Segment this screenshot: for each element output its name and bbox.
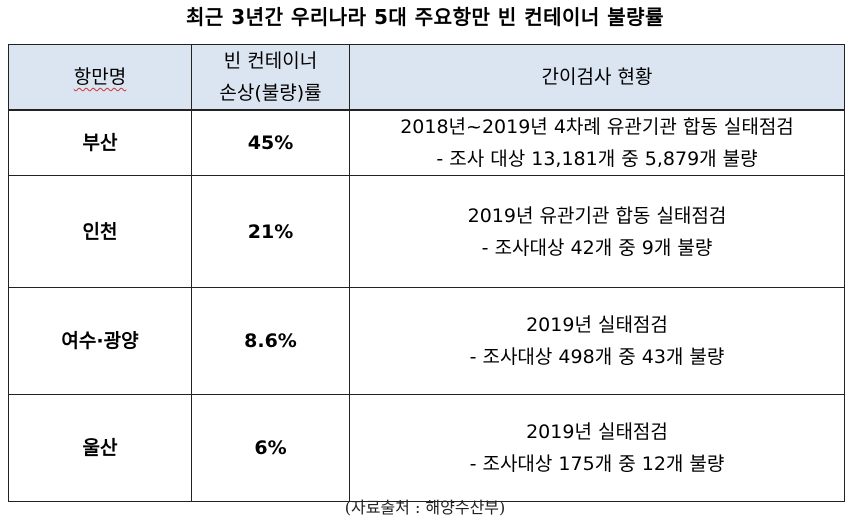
inspection-detail: - 조사 대상 13,181개 중 5,879개 불량 xyxy=(436,148,758,170)
source-note: (자료출처 : 해양수산부) xyxy=(344,498,506,517)
port-name-cell: 여수·광양 xyxy=(8,287,192,395)
table-row: 울산 6% 2019년 실태점검 - 조사대상 175개 중 12개 불량 xyxy=(8,394,845,502)
header-damage-rate: 빈 컨테이너 손상(불량)률 xyxy=(191,44,350,111)
table-header-row: 항만명 빈 컨테이너 손상(불량)률 간이검사 현황 xyxy=(8,44,845,111)
header-inspection-status: 간이검사 현황 xyxy=(349,44,845,111)
damage-rate-cell: 21% xyxy=(191,175,350,288)
port-container-table: 항만명 빈 컨테이너 손상(불량)률 간이검사 현황 부산 45% 2018년~… xyxy=(8,44,845,502)
inspection-cell: 2018년~2019년 4차례 유관기관 합동 실태점검 - 조사 대상 13,… xyxy=(349,109,845,176)
port-name-cell: 부산 xyxy=(8,109,192,176)
inspection-summary: 2019년 실태점검 xyxy=(526,421,668,443)
inspection-detail: - 조사대상 498개 중 43개 불량 xyxy=(469,346,725,368)
port-name-cell: 인천 xyxy=(8,175,192,288)
damage-rate-cell: 8.6% xyxy=(191,287,350,395)
inspection-detail: - 조사대상 42개 중 9개 불량 xyxy=(481,236,713,259)
table-row: 부산 45% 2018년~2019년 4차례 유관기관 합동 실태점검 - 조사… xyxy=(8,109,845,176)
inspection-cell: 2019년 유관기관 합동 실태점검 - 조사대상 42개 중 9개 불량 xyxy=(349,175,845,288)
port-name-cell: 울산 xyxy=(8,394,192,502)
damage-rate-cell: 6% xyxy=(191,394,350,502)
inspection-cell: 2019년 실태점검 - 조사대상 175개 중 12개 불량 xyxy=(349,394,845,502)
table-row: 인천 21% 2019년 유관기관 합동 실태점검 - 조사대상 42개 중 9… xyxy=(8,175,845,288)
header-port-name: 항만명 xyxy=(8,44,192,111)
header-damage-rate-line2: 손상(불량)률 xyxy=(219,82,322,104)
damage-rate-cell: 45% xyxy=(191,109,350,176)
table-row: 여수·광양 8.6% 2019년 실태점검 - 조사대상 498개 중 43개 … xyxy=(8,287,845,395)
header-port-name-label: 항만명 xyxy=(73,66,127,88)
inspection-summary: 2019년 유관기관 합동 실태점검 xyxy=(467,204,727,227)
inspection-summary: 2018년~2019년 4차례 유관기관 합동 실태점검 xyxy=(400,116,794,138)
inspection-cell: 2019년 실태점검 - 조사대상 498개 중 43개 불량 xyxy=(349,287,845,395)
inspection-detail: - 조사대상 175개 중 12개 불량 xyxy=(469,453,725,475)
table-title: 최근 3년간 우리나라 5대 주요항만 빈 컨테이너 불량률 xyxy=(186,5,664,29)
inspection-summary: 2019년 실태점검 xyxy=(526,314,668,336)
header-damage-rate-line1: 빈 컨테이너 xyxy=(223,50,318,72)
